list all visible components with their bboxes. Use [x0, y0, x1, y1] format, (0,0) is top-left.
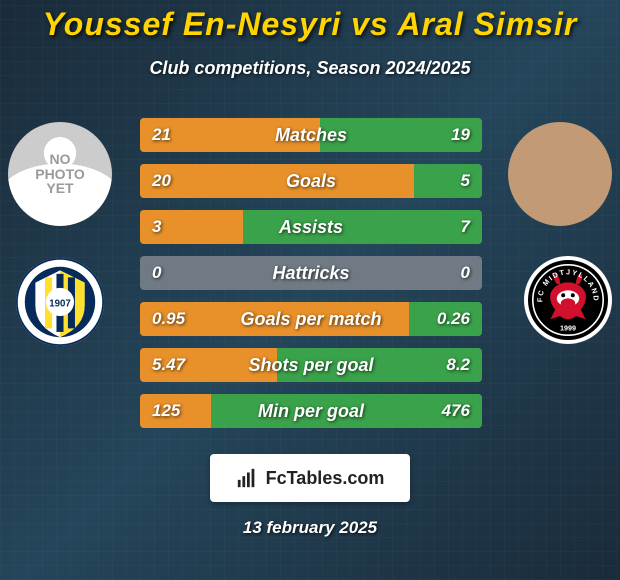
club-right-badge: FC MIDTJYLLAND1999: [524, 256, 612, 344]
comparison-card: Youssef En-Nesyri vs Aral Simsir Club co…: [0, 0, 620, 580]
stat-row: 00Hattricks: [140, 256, 482, 290]
stat-row: 37Assists: [140, 210, 482, 244]
player-left-avatar: [8, 122, 112, 226]
footer-date: 13 february 2025: [0, 518, 620, 538]
stat-row: 125476Min per goal: [140, 394, 482, 428]
player-right-avatar: [508, 122, 612, 226]
chart-icon: [236, 467, 258, 489]
midtjylland-icon: FC MIDTJYLLAND1999: [528, 260, 608, 340]
stat-row: 205Goals: [140, 164, 482, 198]
stat-row: 2119Matches: [140, 118, 482, 152]
title: Youssef En-Nesyri vs Aral Simsir: [0, 6, 620, 43]
stat-label: Shots per goal: [140, 348, 482, 382]
svg-text:1999: 1999: [560, 323, 576, 332]
stat-label: Matches: [140, 118, 482, 152]
stat-label: Hattricks: [140, 256, 482, 290]
fenerbahce-icon: 1907: [16, 258, 104, 346]
svg-text:1907: 1907: [49, 298, 71, 309]
stat-row: 5.478.2Shots per goal: [140, 348, 482, 382]
stat-bars: 2119Matches 205Goals 37Assists 00Hattricks 0…: [140, 118, 482, 440]
subtitle: Club competitions, Season 2024/2025: [0, 58, 620, 79]
stat-label: Assists: [140, 210, 482, 244]
stat-label: Goals per match: [140, 302, 482, 336]
footer-site: FcTables.com: [266, 468, 385, 489]
stat-label: Min per goal: [140, 394, 482, 428]
stat-label: Goals: [140, 164, 482, 198]
stat-row: 0.950.26Goals per match: [140, 302, 482, 336]
footer-logo: FcTables.com: [210, 454, 410, 502]
club-left-badge: 1907: [16, 258, 104, 346]
